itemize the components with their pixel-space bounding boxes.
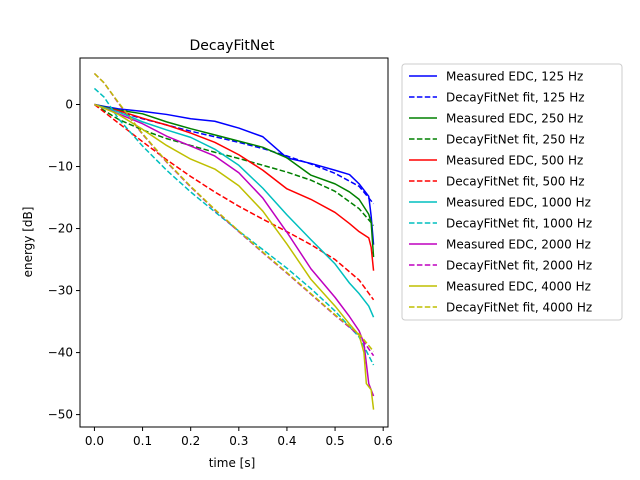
x-tick-label: 0.5 xyxy=(326,434,345,448)
y-axis-label: energy [dB] xyxy=(21,207,35,278)
y-tick-label: −10 xyxy=(48,160,73,174)
plot-lines xyxy=(93,72,375,410)
legend-label: DecayFitNet fit, 500 Hz xyxy=(446,175,585,189)
x-tick-label: 0.1 xyxy=(133,434,152,448)
series-line-decayfitnet-fit-500-hz xyxy=(93,103,375,301)
legend-label: DecayFitNet fit, 2000 Hz xyxy=(446,259,592,273)
legend-label: DecayFitNet fit, 125 Hz xyxy=(446,91,585,105)
legend-label: Measured EDC, 125 Hz xyxy=(446,70,583,84)
y-tick-label: −30 xyxy=(48,284,73,298)
series-line-decayfitnet-fit-250-hz xyxy=(94,103,375,226)
series-line-measured-edc-250-hz xyxy=(94,103,375,258)
series-line-decayfitnet-fit-4000-hz xyxy=(93,72,375,352)
legend-label: Measured EDC, 4000 Hz xyxy=(446,280,591,294)
y-tick-label: 0 xyxy=(65,98,73,112)
y-tick-label: −40 xyxy=(48,346,73,360)
x-tick-label: 0.6 xyxy=(374,434,393,448)
x-tick-label: 0.2 xyxy=(181,434,200,448)
y-tick-label: −50 xyxy=(48,408,73,422)
legend-label: DecayFitNet fit, 1000 Hz xyxy=(446,217,592,231)
series-line-measured-edc-500-hz xyxy=(94,103,375,271)
x-tick-label: 0.0 xyxy=(85,434,104,448)
legend-label: Measured EDC, 500 Hz xyxy=(446,154,583,168)
legend-label: Measured EDC, 250 Hz xyxy=(446,112,583,126)
legend-label: DecayFitNet fit, 4000 Hz xyxy=(446,301,592,315)
legend-label: Measured EDC, 2000 Hz xyxy=(446,238,591,252)
legend-label: DecayFitNet fit, 250 Hz xyxy=(446,133,585,147)
x-axis-label: time [s] xyxy=(209,456,256,470)
y-axis: 0 −10 −20 −30 −40 −50 xyxy=(48,98,80,422)
x-axis: 0.0 0.1 0.2 0.3 0.4 0.5 0.6 xyxy=(85,427,393,448)
legend-items: Measured EDC, 125 Hz DecayFitNet fit, 125… xyxy=(409,70,592,315)
legend: Measured EDC, 125 Hz DecayFitNet fit, 125… xyxy=(401,63,623,321)
series-line-measured-edc-4000-hz xyxy=(94,103,375,410)
x-tick-label: 0.3 xyxy=(229,434,248,448)
legend-label: Measured EDC, 1000 Hz xyxy=(446,196,591,210)
legend-frame xyxy=(401,63,623,321)
x-tick-label: 0.4 xyxy=(277,434,296,448)
series-line-measured-edc-125-hz xyxy=(94,103,375,245)
plot-frame xyxy=(79,57,389,428)
y-tick-label: −20 xyxy=(48,222,73,236)
chart-title: DecayFitNet xyxy=(190,38,275,54)
series-line-measured-edc-1000-hz xyxy=(94,103,375,318)
